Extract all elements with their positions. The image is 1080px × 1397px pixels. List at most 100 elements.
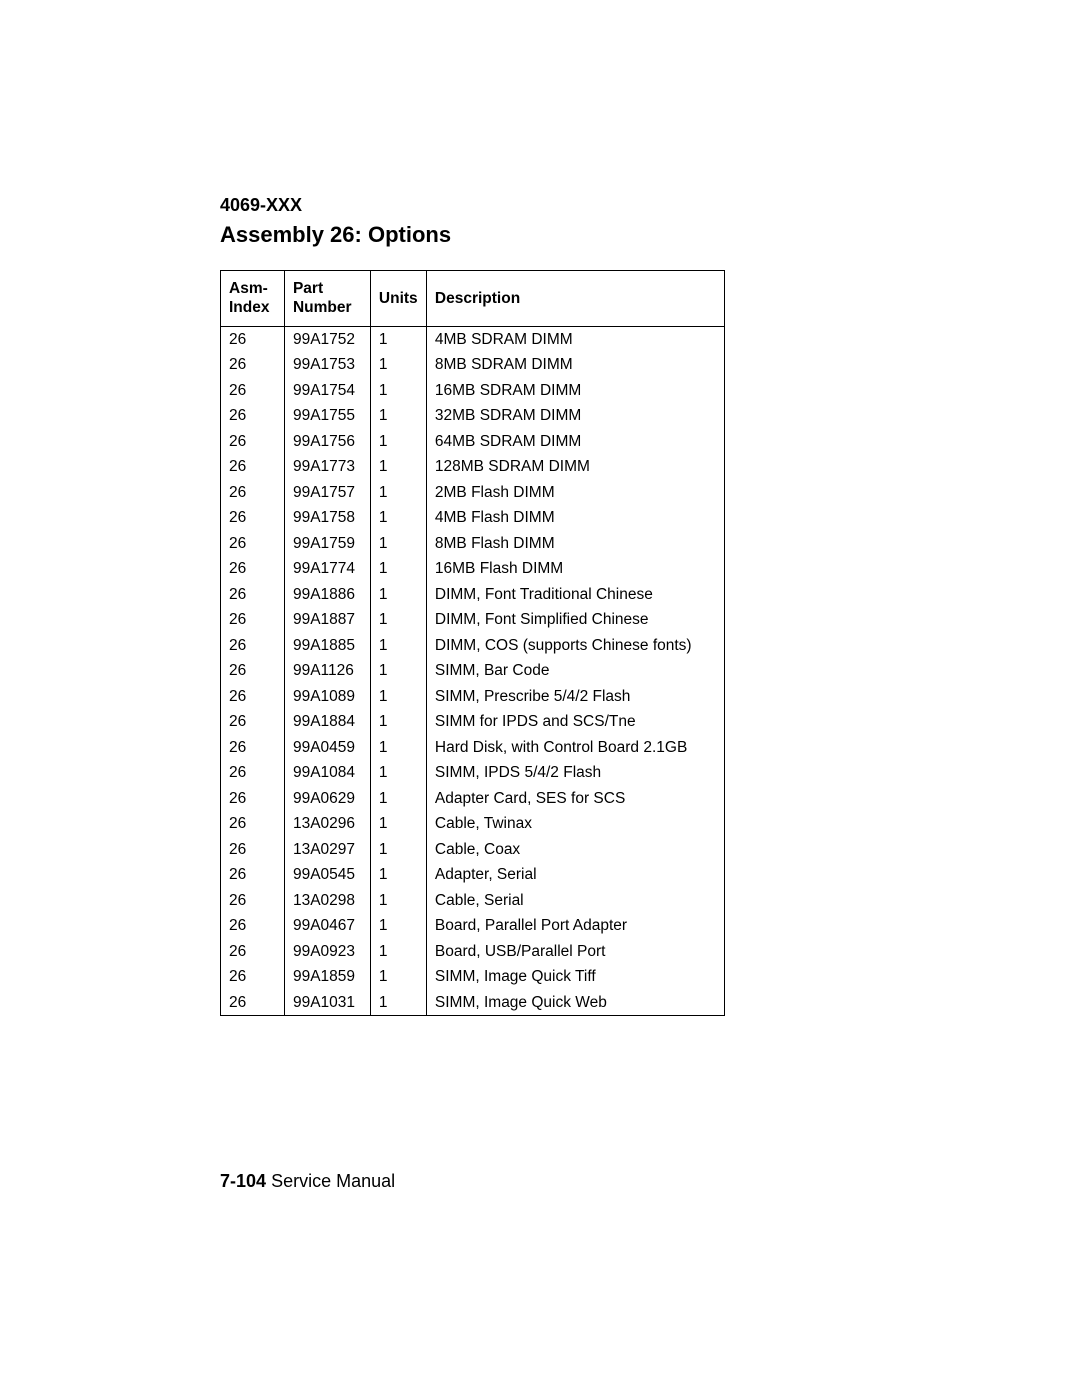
cell-part: 13A0298	[284, 888, 370, 914]
table-row: 2699A06291Adapter Card, SES for SCS	[221, 786, 725, 812]
cell-asm: 26	[221, 760, 285, 786]
cell-desc: SIMM for IPDS and SCS/Tne	[426, 709, 724, 735]
cell-part: 99A1756	[284, 429, 370, 455]
cell-units: 1	[370, 888, 426, 914]
cell-part: 99A1753	[284, 352, 370, 378]
cell-asm: 26	[221, 403, 285, 429]
cell-asm: 26	[221, 531, 285, 557]
cell-desc: Cable, Coax	[426, 837, 724, 863]
table-row: 2699A1754116MB SDRAM DIMM	[221, 378, 725, 404]
cell-desc: Board, Parallel Port Adapter	[426, 913, 724, 939]
cell-units: 1	[370, 913, 426, 939]
cell-units: 1	[370, 326, 426, 352]
cell-part: 99A1754	[284, 378, 370, 404]
cell-units: 1	[370, 964, 426, 990]
cell-desc: DIMM, COS (supports Chinese fonts)	[426, 633, 724, 659]
cell-units: 1	[370, 811, 426, 837]
page-footer: 7-104 Service Manual	[220, 1171, 395, 1192]
table-row: 2613A02961Cable, Twinax	[221, 811, 725, 837]
cell-desc: 8MB Flash DIMM	[426, 531, 724, 557]
cell-units: 1	[370, 939, 426, 965]
col-header-asm: Asm-Index	[221, 271, 285, 327]
table-row: 2699A11261SIMM, Bar Code	[221, 658, 725, 684]
table-row: 2699A1756164MB SDRAM DIMM	[221, 429, 725, 455]
cell-asm: 26	[221, 556, 285, 582]
table-row: 2699A04591Hard Disk, with Control Board …	[221, 735, 725, 761]
cell-desc: 2MB Flash DIMM	[426, 480, 724, 506]
cell-part: 99A0467	[284, 913, 370, 939]
cell-part: 99A0923	[284, 939, 370, 965]
cell-desc: 32MB SDRAM DIMM	[426, 403, 724, 429]
cell-part: 99A1774	[284, 556, 370, 582]
cell-desc: 64MB SDRAM DIMM	[426, 429, 724, 455]
assembly-title: Assembly 26: Options	[220, 222, 860, 248]
cell-part: 99A1089	[284, 684, 370, 710]
cell-asm: 26	[221, 454, 285, 480]
cell-desc: SIMM, Prescribe 5/4/2 Flash	[426, 684, 724, 710]
cell-desc: Board, USB/Parallel Port	[426, 939, 724, 965]
cell-part: 13A0297	[284, 837, 370, 863]
table-row: 2699A09231Board, USB/Parallel Port	[221, 939, 725, 965]
table-row: 2699A17731128MB SDRAM DIMM	[221, 454, 725, 480]
table-row: 2699A10311SIMM, Image Quick Web	[221, 990, 725, 1016]
cell-asm: 26	[221, 786, 285, 812]
cell-units: 1	[370, 480, 426, 506]
cell-units: 1	[370, 531, 426, 557]
table-header-row: Asm-Index PartNumber Units Description	[221, 271, 725, 327]
cell-asm: 26	[221, 480, 285, 506]
cell-units: 1	[370, 862, 426, 888]
cell-part: 99A1752	[284, 326, 370, 352]
table-row: 2699A04671Board, Parallel Port Adapter	[221, 913, 725, 939]
cell-asm: 26	[221, 378, 285, 404]
cell-units: 1	[370, 556, 426, 582]
cell-units: 1	[370, 607, 426, 633]
cell-units: 1	[370, 633, 426, 659]
model-header: 4069-XXX	[220, 195, 860, 216]
cell-desc: 8MB SDRAM DIMM	[426, 352, 724, 378]
page-content: 4069-XXX Assembly 26: Options Asm-Index …	[0, 0, 1080, 1016]
cell-part: 99A1758	[284, 505, 370, 531]
cell-units: 1	[370, 990, 426, 1016]
footer-page-number: 7-104	[220, 1171, 266, 1191]
cell-part: 99A1884	[284, 709, 370, 735]
cell-asm: 26	[221, 684, 285, 710]
cell-units: 1	[370, 760, 426, 786]
cell-part: 99A1084	[284, 760, 370, 786]
cell-desc: 16MB SDRAM DIMM	[426, 378, 724, 404]
footer-label-text: Service Manual	[271, 1171, 395, 1191]
table-row: 2699A10891SIMM, Prescribe 5/4/2 Flash	[221, 684, 725, 710]
cell-desc: 16MB Flash DIMM	[426, 556, 724, 582]
cell-units: 1	[370, 709, 426, 735]
cell-asm: 26	[221, 964, 285, 990]
cell-units: 1	[370, 352, 426, 378]
cell-units: 1	[370, 786, 426, 812]
col-header-part: PartNumber	[284, 271, 370, 327]
cell-desc: 4MB Flash DIMM	[426, 505, 724, 531]
cell-desc: SIMM, Image Quick Web	[426, 990, 724, 1016]
cell-desc: DIMM, Font Traditional Chinese	[426, 582, 724, 608]
table-row: 2699A18591SIMM, Image Quick Tiff	[221, 964, 725, 990]
table-row: 2699A175814MB Flash DIMM	[221, 505, 725, 531]
cell-desc: Hard Disk, with Control Board 2.1GB	[426, 735, 724, 761]
cell-units: 1	[370, 837, 426, 863]
options-table: Asm-Index PartNumber Units Description 2…	[220, 270, 725, 1016]
cell-part: 13A0296	[284, 811, 370, 837]
cell-desc: Adapter Card, SES for SCS	[426, 786, 724, 812]
table-row: 2699A175318MB SDRAM DIMM	[221, 352, 725, 378]
cell-desc: Cable, Serial	[426, 888, 724, 914]
cell-part: 99A1755	[284, 403, 370, 429]
table-row: 2699A175214MB SDRAM DIMM	[221, 326, 725, 352]
cell-units: 1	[370, 735, 426, 761]
cell-units: 1	[370, 658, 426, 684]
cell-part: 99A0459	[284, 735, 370, 761]
cell-part: 99A0629	[284, 786, 370, 812]
cell-part: 99A1757	[284, 480, 370, 506]
cell-asm: 26	[221, 990, 285, 1016]
cell-asm: 26	[221, 633, 285, 659]
cell-part: 99A1759	[284, 531, 370, 557]
cell-asm: 26	[221, 658, 285, 684]
table-row: 2699A18861DIMM, Font Traditional Chinese	[221, 582, 725, 608]
cell-asm: 26	[221, 709, 285, 735]
cell-asm: 26	[221, 939, 285, 965]
cell-desc: 128MB SDRAM DIMM	[426, 454, 724, 480]
